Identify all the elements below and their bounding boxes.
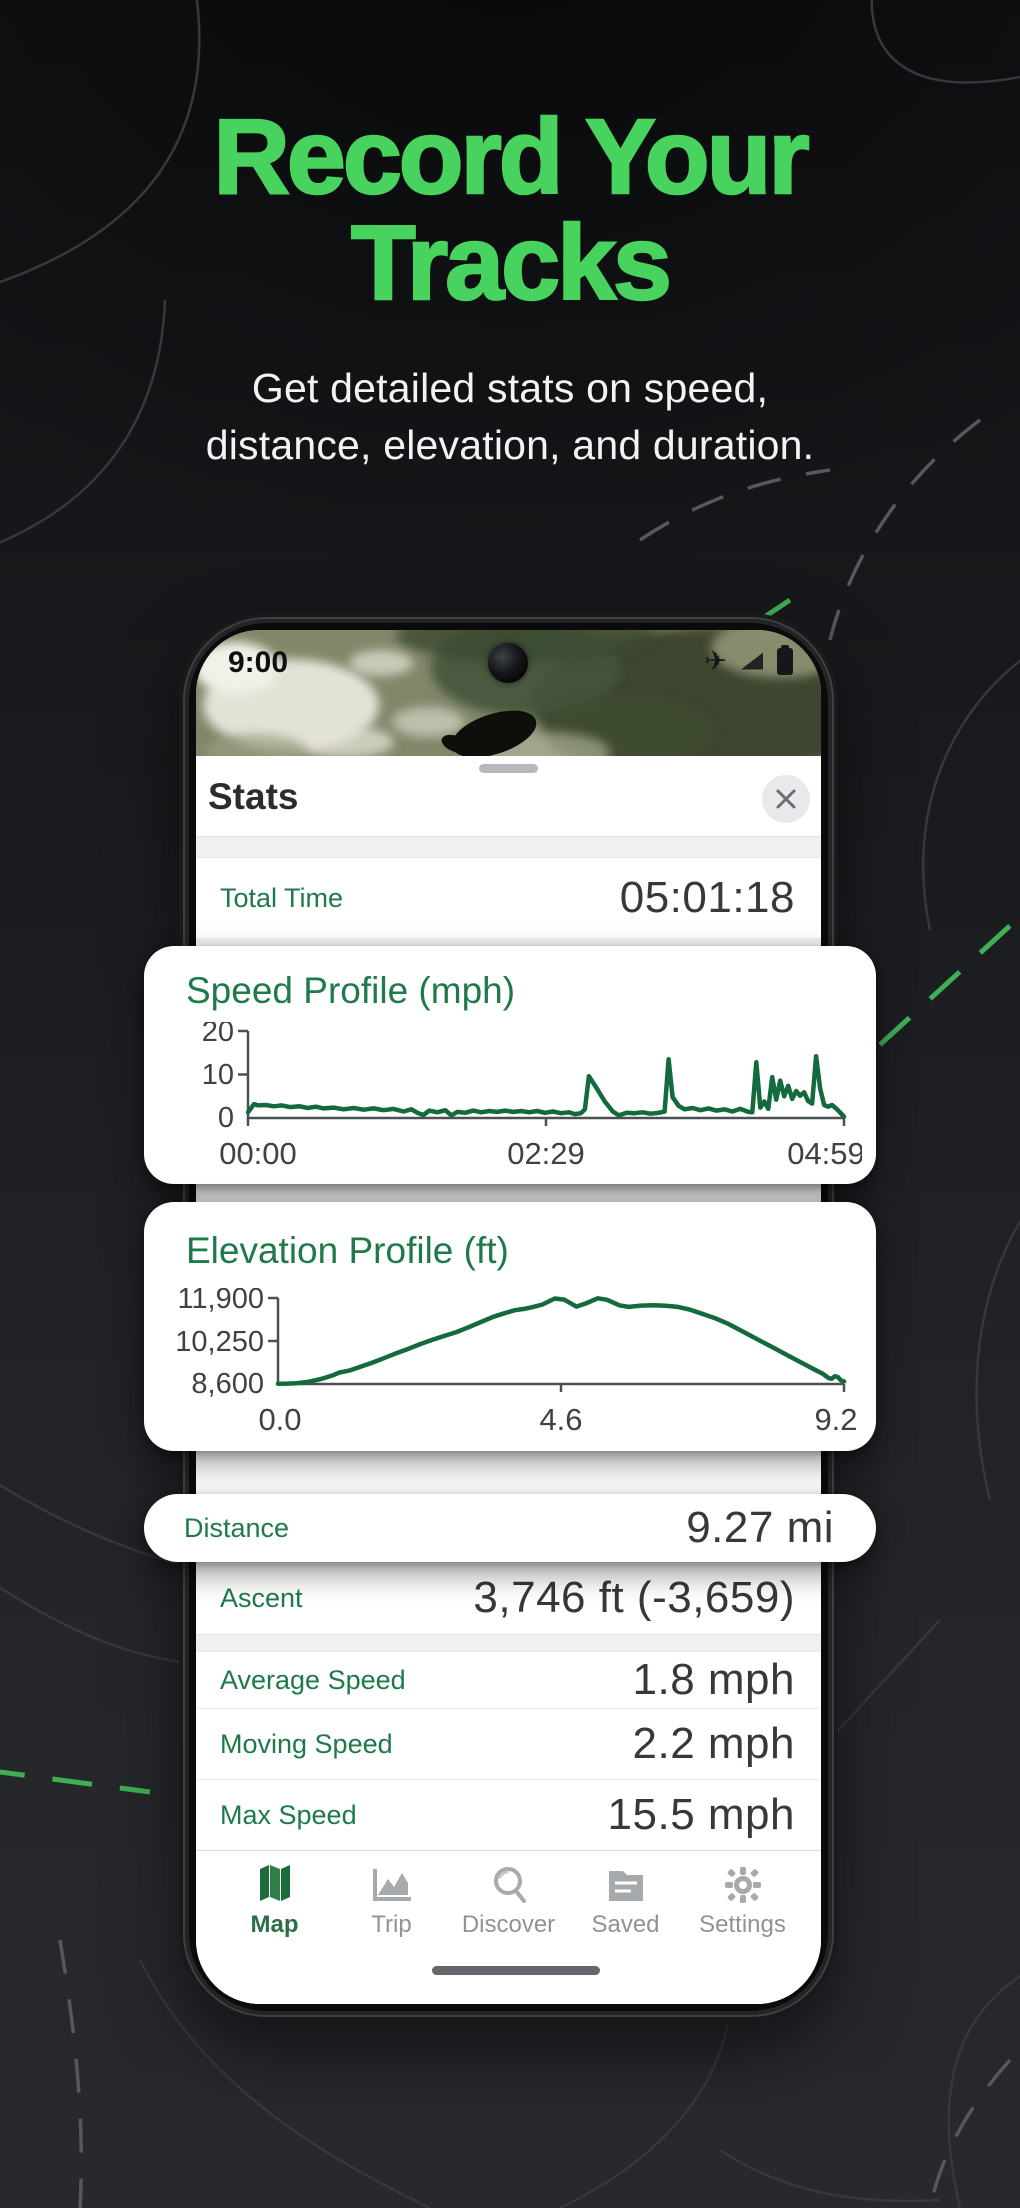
section-divider <box>196 836 821 858</box>
hero-subtitle-line2: distance, elevation, and duration. <box>205 422 815 469</box>
stat-label: Average Speed <box>220 1664 406 1695</box>
stat-label: Total Time <box>220 882 344 913</box>
distance-card: Distance 9.27 mi <box>144 1494 876 1562</box>
tab-label: Map <box>250 1911 299 1938</box>
y-tick-label: 10 <box>202 1059 234 1091</box>
hero-subtitle-line1: Get detailed stats on speed, <box>251 365 769 411</box>
stat-label: Ascent <box>220 1582 303 1613</box>
hero-title: Record Your Tracks <box>0 98 1020 322</box>
sheet-title: Stats <box>208 776 299 817</box>
tab-label: Trip <box>371 1911 412 1938</box>
hero-subtitle: Get detailed stats on speed, distance, e… <box>0 360 1020 475</box>
x-tick-label: 00:00 <box>219 1136 297 1171</box>
speed-profile-chart: 20 10 0 00:00 02:29 04:59 <box>202 1022 862 1171</box>
tab-label: Settings <box>699 1911 786 1938</box>
tab-bar: Map Trip Discover <box>196 1850 821 2004</box>
hero-title-line2: Tracks <box>350 204 673 322</box>
close-button[interactable] <box>762 775 810 823</box>
airplane-mode-icon: ✈ <box>704 645 727 676</box>
y-tick-label: 11,900 <box>177 1288 264 1315</box>
elevation-profile-card: Elevation Profile (ft) 11,900 10,250 8,6… <box>144 1202 876 1451</box>
x-tick-label: 9.2 <box>814 1402 857 1437</box>
map-icon <box>259 1865 290 1901</box>
battery-icon <box>777 644 793 675</box>
chart-title: Speed Profile (mph) <box>186 970 516 1011</box>
x-tick-label: 02:29 <box>507 1136 585 1171</box>
x-tick-label: 0.0 <box>258 1402 301 1437</box>
hero-title-line1: Record Your <box>212 98 811 216</box>
elevation-series-line <box>275 1296 847 1386</box>
tab-settings[interactable]: Settings <box>684 1865 801 2004</box>
stat-value: 15.5 mph <box>607 1790 795 1839</box>
y-tick-label: 8,600 <box>191 1368 264 1400</box>
saved-icon <box>608 1871 643 1901</box>
section-divider <box>196 1634 821 1652</box>
tab-trip[interactable]: Trip <box>333 1865 450 2004</box>
stat-value: 05:01:18 <box>619 873 795 922</box>
stat-value: 9.27 mi <box>686 1503 834 1552</box>
x-tick-label: 04:59 <box>787 1136 862 1171</box>
close-icon <box>776 789 796 809</box>
sheet-drag-handle[interactable] <box>479 764 538 773</box>
tab-discover[interactable]: Discover <box>450 1865 567 2004</box>
stat-row-ascent: Ascent 3,746 ft (-3,659) <box>196 1562 821 1634</box>
tab-label: Saved <box>591 1911 660 1938</box>
y-tick-label: 10,250 <box>175 1326 264 1358</box>
elevation-profile-chart: 11,900 10,250 8,600 0.0 4.6 9.2 <box>175 1288 857 1437</box>
speed-profile-card: Speed Profile (mph) 20 10 0 00:00 02:29 … <box>144 946 876 1184</box>
stat-row-total-time: Total Time 05:01:18 <box>196 858 821 938</box>
discover-icon <box>493 1867 526 1903</box>
stat-row-max-speed: Max Speed 15.5 mph <box>196 1780 821 1850</box>
stat-row-moving-speed: Moving Speed 2.2 mph <box>196 1709 821 1780</box>
settings-icon <box>724 1867 761 1903</box>
satellite-map-image <box>196 630 821 756</box>
signal-icon <box>741 652 763 670</box>
stat-row-average-speed: Average Speed 1.8 mph <box>196 1652 821 1709</box>
y-tick-label: 20 <box>202 1022 234 1048</box>
speed-series-line <box>245 1053 847 1119</box>
chart-title: Elevation Profile (ft) <box>186 1230 509 1271</box>
home-indicator[interactable] <box>432 1966 600 1975</box>
tab-saved[interactable]: Saved <box>567 1865 684 2004</box>
y-tick-label: 0 <box>218 1102 234 1134</box>
x-tick-label: 4.6 <box>539 1402 582 1437</box>
tab-map[interactable]: Map <box>216 1865 333 2004</box>
status-bar-icons: ✈ <box>704 644 793 676</box>
camera-punch-hole <box>488 643 528 683</box>
tab-label: Discover <box>461 1911 556 1938</box>
stat-label: Distance <box>184 1512 290 1543</box>
stat-value: 3,746 ft (-3,659) <box>473 1573 795 1622</box>
stat-label: Max Speed <box>220 1799 357 1830</box>
stat-value: 1.8 mph <box>632 1655 795 1704</box>
status-bar-time: 9:00 <box>228 646 289 679</box>
stat-label: Moving Speed <box>220 1728 393 1759</box>
trip-icon <box>372 1869 411 1901</box>
stat-value: 2.2 mph <box>632 1719 795 1768</box>
